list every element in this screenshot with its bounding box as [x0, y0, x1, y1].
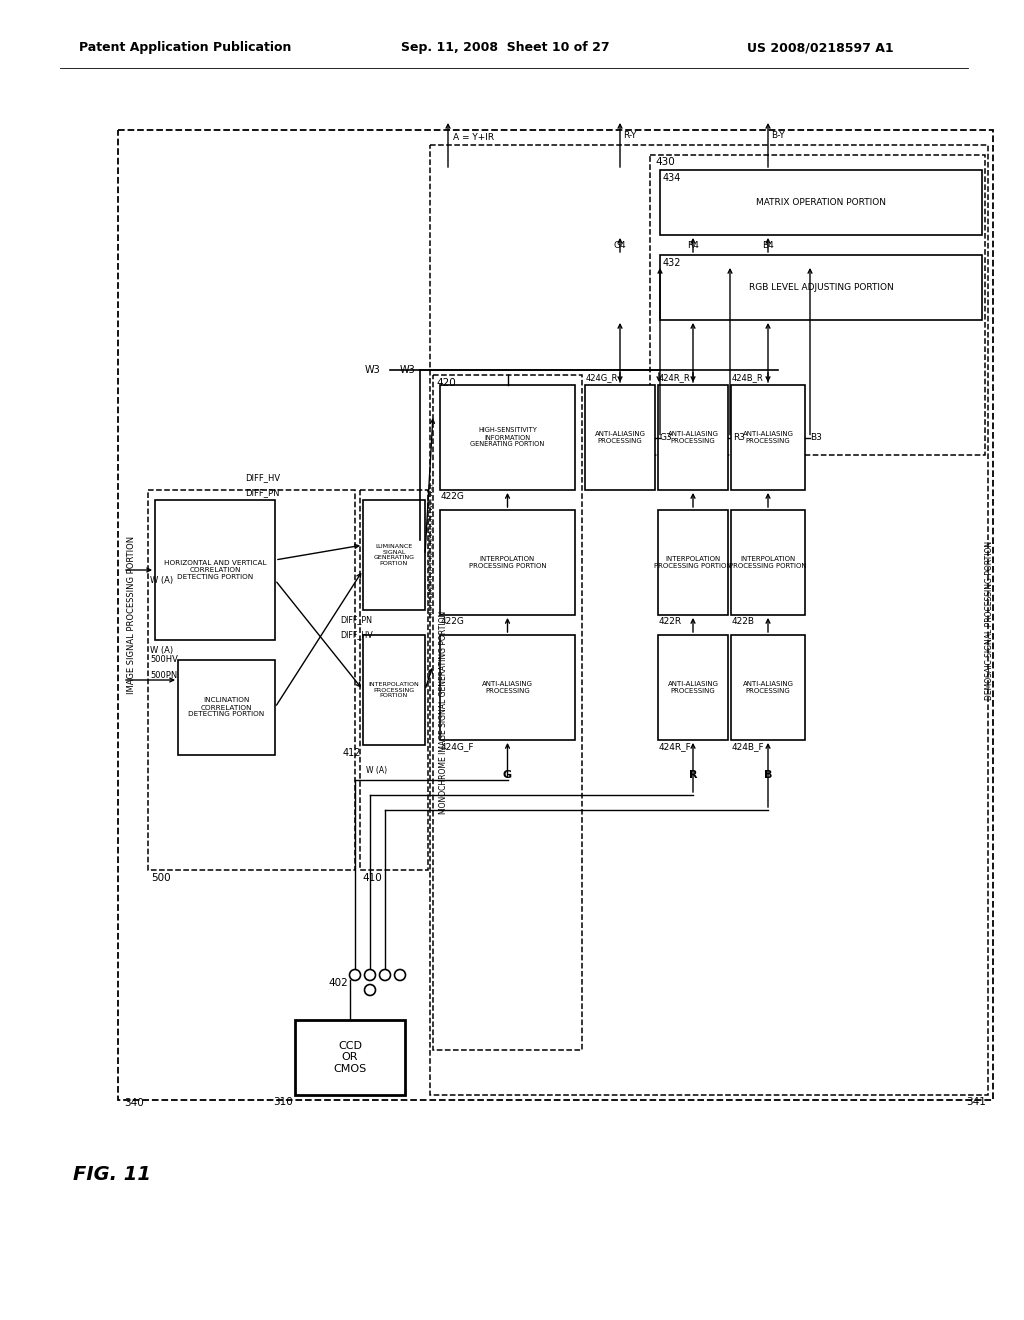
Text: W (A): W (A)	[150, 645, 173, 655]
Text: 412: 412	[342, 748, 361, 758]
Circle shape	[365, 969, 376, 981]
Bar	[731, 385, 805, 490]
Text: RGB LEVEL ADJUSTING PORTION: RGB LEVEL ADJUSTING PORTION	[749, 282, 893, 292]
Text: ANTI-ALIASING
PROCESSING: ANTI-ALIASING PROCESSING	[742, 681, 794, 694]
Circle shape	[394, 969, 406, 981]
Text: 422B: 422B	[732, 616, 755, 626]
Bar	[178, 660, 275, 755]
Text: MONOCHROME IMAGE SIGNAL GENERATING PORTION: MONOCHROME IMAGE SIGNAL GENERATING PORTI…	[438, 611, 447, 814]
Text: 340: 340	[124, 1098, 143, 1107]
Text: R: R	[689, 770, 697, 780]
Text: HIGH-SENSITIVITY INFORMATION (W2, W3): HIGH-SENSITIVITY INFORMATION (W2, W3)	[429, 483, 434, 616]
Text: ANTI-ALIASING
PROCESSING: ANTI-ALIASING PROCESSING	[595, 432, 645, 444]
Text: R3: R3	[733, 433, 745, 442]
Text: INTERPOLATION
PROCESSING PORTION: INTERPOLATION PROCESSING PORTION	[654, 556, 732, 569]
Text: 424G_F: 424G_F	[441, 742, 474, 751]
Text: ANTI-ALIASING
PROCESSING: ANTI-ALIASING PROCESSING	[742, 432, 794, 444]
Text: 410: 410	[362, 873, 382, 883]
Text: W (A): W (A)	[366, 766, 387, 775]
Bar	[440, 385, 575, 490]
Text: DIFF_HV: DIFF_HV	[340, 631, 373, 639]
Bar	[660, 170, 982, 235]
Bar	[731, 635, 805, 741]
Text: INTERPOLATION
PROCESSING PORTION: INTERPOLATION PROCESSING PORTION	[469, 556, 547, 569]
Text: INTERPOLATION
PROCESSING
PORTION: INTERPOLATION PROCESSING PORTION	[369, 681, 420, 698]
Bar	[362, 500, 425, 610]
Text: INCLINATION
CORRELATION
DETECTING PORTION: INCLINATION CORRELATION DETECTING PORTIO…	[188, 697, 264, 718]
Text: R4: R4	[687, 240, 699, 249]
Bar	[440, 510, 575, 615]
Text: Patent Application Publication: Patent Application Publication	[79, 41, 291, 54]
Text: Sep. 11, 2008  Sheet 10 of 27: Sep. 11, 2008 Sheet 10 of 27	[400, 41, 609, 54]
Text: DIFF_PN: DIFF_PN	[245, 488, 280, 498]
Text: 424G_R: 424G_R	[586, 374, 618, 381]
Text: 310: 310	[273, 1097, 293, 1107]
Text: G4: G4	[613, 240, 627, 249]
Bar	[660, 255, 982, 319]
Text: 434: 434	[663, 173, 681, 183]
Text: R-Y: R-Y	[623, 131, 636, 140]
Circle shape	[365, 985, 376, 995]
Text: A = Y+IR: A = Y+IR	[453, 133, 495, 143]
Text: US 2008/0218597 A1: US 2008/0218597 A1	[746, 41, 893, 54]
Text: 432: 432	[663, 257, 682, 268]
Bar	[118, 129, 993, 1100]
Text: LUMINANCE
SIGNAL
GENERATING
PORTION: LUMINANCE SIGNAL GENERATING PORTION	[374, 544, 415, 566]
Text: 424R_R: 424R_R	[659, 374, 691, 381]
Text: HIGH-SENSITIVITY
INFORMATION
GENERATING PORTION: HIGH-SENSITIVITY INFORMATION GENERATING …	[470, 428, 545, 447]
Text: ANTI-ALIASING
PROCESSING: ANTI-ALIASING PROCESSING	[482, 681, 534, 694]
Text: G: G	[503, 770, 512, 780]
Circle shape	[380, 969, 390, 981]
Text: 500: 500	[151, 873, 171, 883]
Bar	[433, 375, 582, 1049]
Bar	[440, 635, 575, 741]
Bar	[650, 154, 985, 455]
Text: 424R_F: 424R_F	[659, 742, 692, 751]
Text: ANTI-ALIASING
PROCESSING: ANTI-ALIASING PROCESSING	[668, 432, 719, 444]
Bar	[731, 510, 805, 615]
Text: B-Y: B-Y	[771, 131, 784, 140]
Text: 500HV: 500HV	[150, 656, 178, 664]
Text: 500PN: 500PN	[150, 671, 177, 680]
Text: DIFF_PN: DIFF_PN	[340, 615, 372, 624]
Bar	[362, 635, 425, 744]
Bar	[430, 145, 988, 1096]
Text: 422R: 422R	[659, 616, 682, 626]
Bar	[155, 500, 275, 640]
Bar	[585, 385, 655, 490]
Bar	[148, 490, 355, 870]
Text: 341: 341	[966, 1097, 986, 1107]
Bar	[658, 510, 728, 615]
Text: B4: B4	[762, 240, 774, 249]
Bar	[658, 385, 728, 490]
Circle shape	[349, 969, 360, 981]
Text: MATRIX OPERATION PORTION: MATRIX OPERATION PORTION	[756, 198, 886, 207]
Text: DEMOSAIC SIGNAL PROCESSING PORTION: DEMOSAIC SIGNAL PROCESSING PORTION	[985, 540, 994, 700]
Text: 430: 430	[655, 157, 675, 168]
Text: DIFF_HV: DIFF_HV	[245, 474, 281, 483]
Bar	[360, 490, 428, 870]
Text: 420: 420	[436, 378, 456, 388]
Text: B3: B3	[810, 433, 822, 442]
Bar	[658, 635, 728, 741]
Text: W (A): W (A)	[150, 576, 173, 585]
Text: CCD
OR
CMOS: CCD OR CMOS	[334, 1041, 367, 1074]
Text: B: B	[764, 770, 772, 780]
Text: INTERPOLATION
PROCESSING PORTION: INTERPOLATION PROCESSING PORTION	[729, 556, 807, 569]
Text: 422G: 422G	[441, 492, 465, 502]
Text: G3: G3	[660, 433, 673, 442]
Text: HORIZONTAL AND VERTICAL
CORRELATION
DETECTING PORTION: HORIZONTAL AND VERTICAL CORRELATION DETE…	[164, 560, 266, 579]
Bar	[295, 1020, 406, 1096]
Text: ANTI-ALIASING
PROCESSING: ANTI-ALIASING PROCESSING	[668, 681, 719, 694]
Text: 402: 402	[329, 978, 348, 987]
Text: 424B_R: 424B_R	[732, 374, 764, 381]
Text: W3: W3	[399, 366, 415, 375]
Text: 424B_F: 424B_F	[732, 742, 765, 751]
Text: W3: W3	[365, 366, 380, 375]
Text: 422G: 422G	[441, 616, 465, 626]
Text: IMAGE SIGNAL PROCESSING PORTION: IMAGE SIGNAL PROCESSING PORTION	[127, 536, 135, 694]
Text: FIG. 11: FIG. 11	[73, 1166, 151, 1184]
